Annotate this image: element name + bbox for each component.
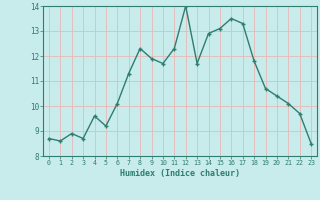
X-axis label: Humidex (Indice chaleur): Humidex (Indice chaleur) [120,169,240,178]
